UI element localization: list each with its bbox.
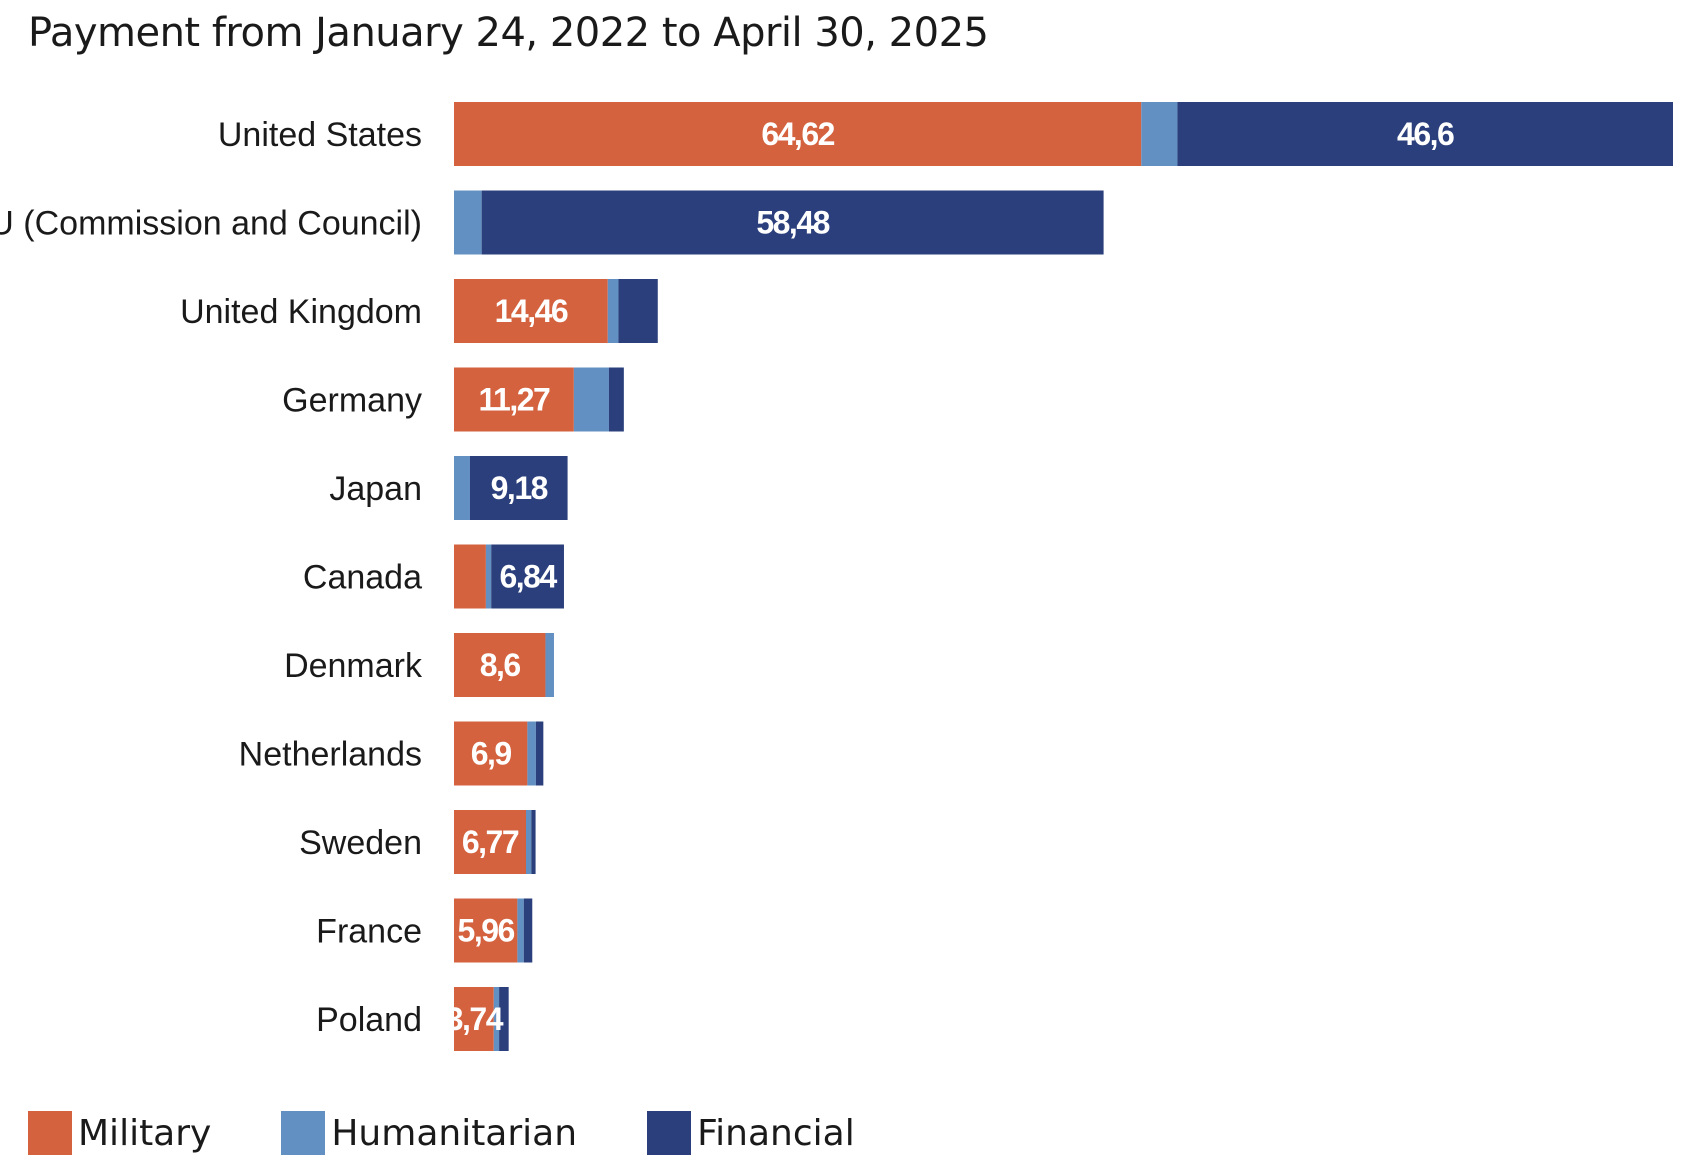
legend-label-military: Military [78,1112,212,1154]
chart-plot: United States 64,62 46,6 EU (Commission and… [0,102,1673,1051]
bar-netherlands-financial [535,721,544,786]
value-label-germany-military: 11,27 [479,382,551,418]
bar-sweden-financial [531,810,536,874]
bar-germany-military [454,367,574,432]
category-label-germany: Germany [282,382,422,420]
value-label-denmark-military: 8,6 [480,647,521,683]
bar-germany-financial [608,367,624,432]
legend-item-military: Military [28,1111,211,1155]
value-label-france-military: 5,96 [458,913,515,949]
bar-united-states-humanitarian [1141,102,1178,166]
bar-eu-commission-and-council-humanitarian [454,190,482,255]
bar-denmark-humanitarian [545,633,554,697]
bar-united-kingdom-financial [618,279,658,343]
legend-swatch-financial [647,1111,692,1155]
value-label-sweden-military: 6,77 [462,824,519,860]
bar-united-states-military [454,102,1142,166]
bar-canada-humanitarian [485,544,492,609]
bar-france-humanitarian [517,898,524,963]
bar-france-financial [523,898,533,963]
category-label-france: France [316,913,422,951]
bar-poland-financial [499,987,509,1051]
value-label-united-states-military: 64,62 [761,116,834,152]
legend-swatch-military [28,1111,72,1155]
category-label-poland: Poland [316,1001,422,1039]
bar-poland-military [454,987,494,1051]
bar-france-military [454,898,518,963]
bar-denmark-military [454,633,546,697]
legend-item-humanitarian: Humanitarian [281,1111,577,1155]
bar-canada-military [454,544,486,609]
value-label-japan-financial: 9,18 [491,470,548,506]
category-label-japan: Japan [329,470,422,508]
bar-united-kingdom-military [454,279,608,343]
bar-poland-humanitarian [493,987,500,1051]
bar-united-states-financial [1177,102,1673,166]
legend-label-financial: Financial [697,1112,855,1154]
chart-title: Payment from January 24, 2022 to April 3… [28,10,989,56]
value-label-poland-military: 3,74 [446,1001,504,1037]
bar-netherlands-military [454,721,528,786]
value-label-canada-financial: 6,84 [499,559,557,595]
category-label-sweden: Sweden [299,824,422,862]
category-label-united-kingdom: United Kingdom [180,293,422,331]
category-label-netherlands: Netherlands [239,736,422,774]
value-label-eu-commission-and-council-financial: 58,48 [756,205,829,241]
bar-united-kingdom-humanitarian [607,279,619,343]
legend-label-humanitarian: Humanitarian [331,1112,578,1154]
bar-japan-financial [469,456,568,520]
category-label-united-states: United States [218,116,422,154]
legend: Military Humanitarian Financial [28,1108,925,1158]
bar-sweden-military [454,810,526,874]
bar-canada-financial [491,544,564,609]
category-label-eu-commission-and-council: EU (Commission and Council) [0,205,422,243]
bar-netherlands-humanitarian [527,721,536,786]
bar-eu-commission-and-council-financial [481,190,1104,255]
legend-swatch-humanitarian [281,1111,326,1155]
bar-sweden-humanitarian [525,810,532,874]
category-label-canada: Canada [303,559,422,597]
bar-germany-humanitarian [573,367,609,432]
value-label-united-states-financial: 46,6 [1397,116,1454,152]
value-label-united-kingdom-military: 14,46 [495,293,568,329]
category-label-denmark: Denmark [284,647,423,685]
legend-item-financial: Financial [647,1111,855,1155]
value-label-netherlands-military: 6,9 [471,736,512,772]
bar-japan-humanitarian [454,456,470,520]
